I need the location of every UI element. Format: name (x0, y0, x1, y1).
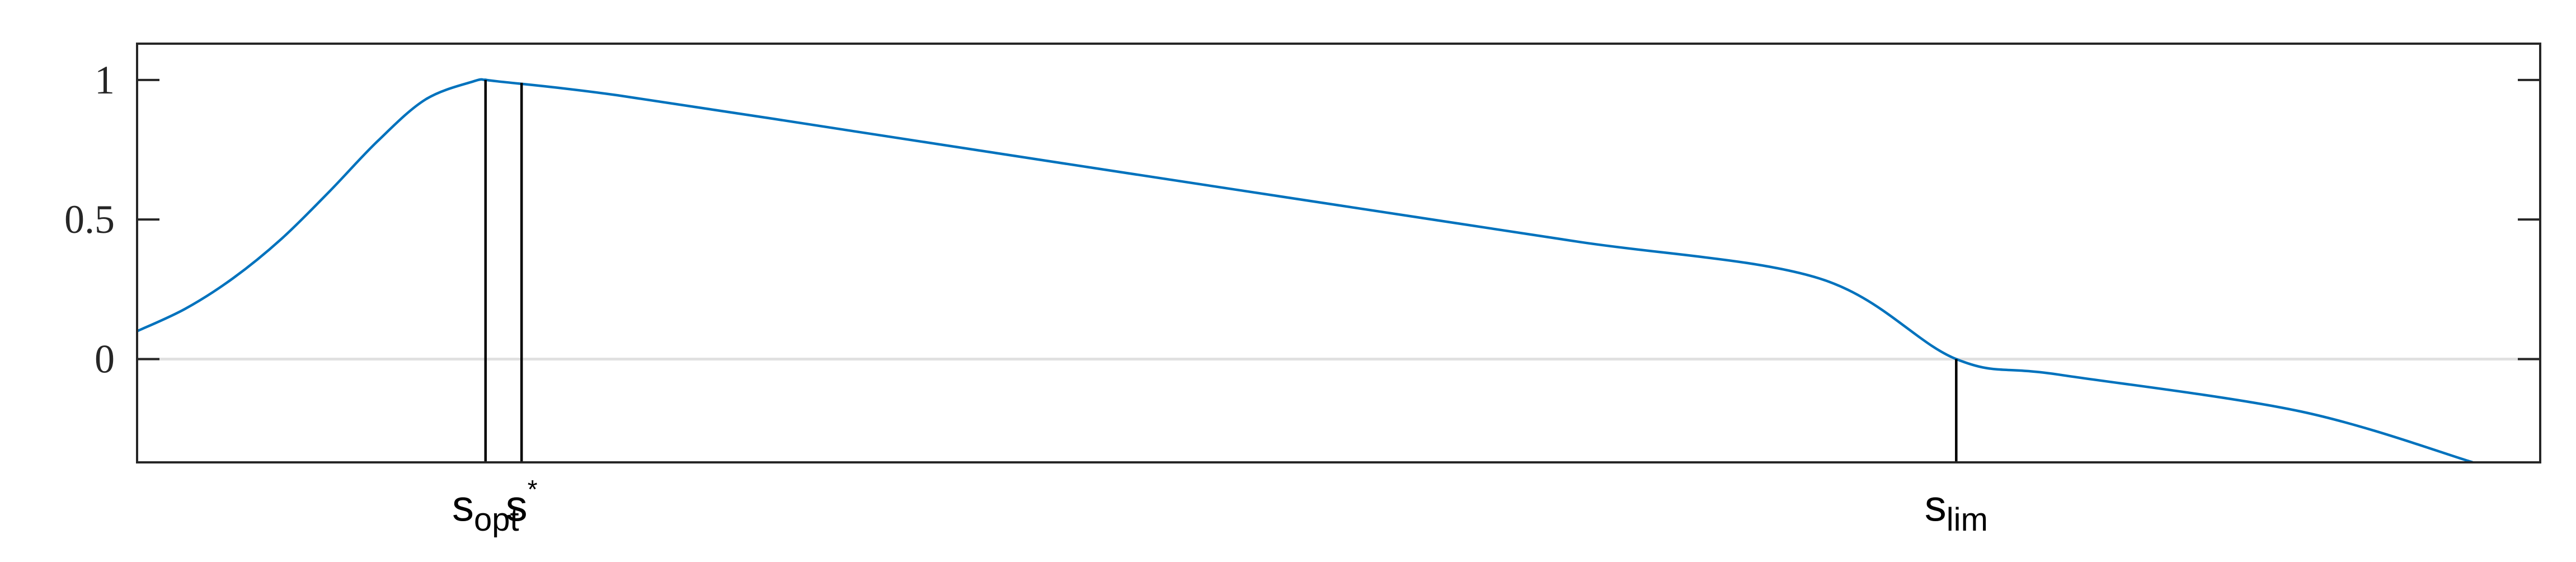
y-tick-label: 1 (95, 58, 115, 102)
curve-layer (137, 78, 2474, 464)
marker-label-base: s (1925, 481, 1947, 530)
marker-label-0: sopt (452, 481, 519, 538)
marker-label-superscript: * (528, 475, 538, 504)
marker-label-1: s* (506, 475, 538, 530)
y-tick-label: 0.5 (64, 197, 115, 242)
marker-label-subscript: lim (1947, 502, 1988, 538)
series-line-0 (137, 78, 2474, 464)
plot-area-frame (136, 43, 2541, 463)
axes-layer (136, 43, 2541, 463)
marker-label-2: slim (1925, 481, 1988, 538)
y-ticks-layer: 00.51 (64, 58, 2540, 381)
marker-label-base: s (506, 481, 528, 530)
marker-label-subscript: opt (474, 502, 519, 538)
y-tick-label: 0 (95, 336, 115, 381)
marker-label-base: s (452, 481, 474, 530)
marker-lines-layer (484, 79, 1958, 462)
